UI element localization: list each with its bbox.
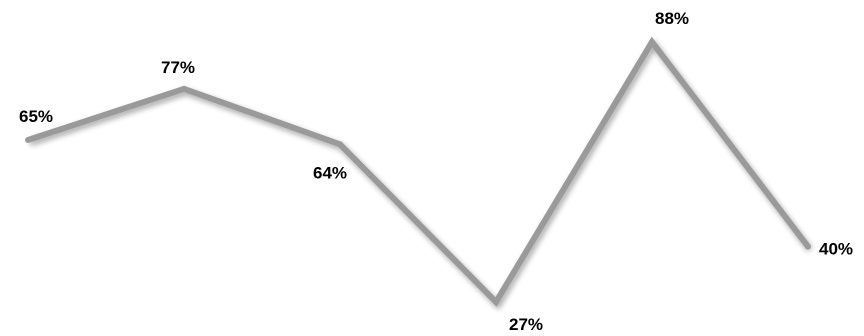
data-point xyxy=(649,39,655,45)
data-label: 88% xyxy=(655,9,689,28)
data-labels: 65% 77% 64% 27% 88% 40% xyxy=(19,9,853,334)
data-label: 65% xyxy=(19,107,53,126)
data-label: 64% xyxy=(313,163,347,182)
series-line xyxy=(27,36,811,307)
plot-area xyxy=(25,36,811,307)
data-point xyxy=(493,299,499,305)
data-label: 77% xyxy=(161,58,195,77)
data-point xyxy=(337,141,343,148)
data-label: 40% xyxy=(819,240,853,259)
data-point xyxy=(805,243,811,250)
data-point xyxy=(181,85,187,92)
data-label: 27% xyxy=(509,315,543,334)
data-point xyxy=(25,137,31,144)
